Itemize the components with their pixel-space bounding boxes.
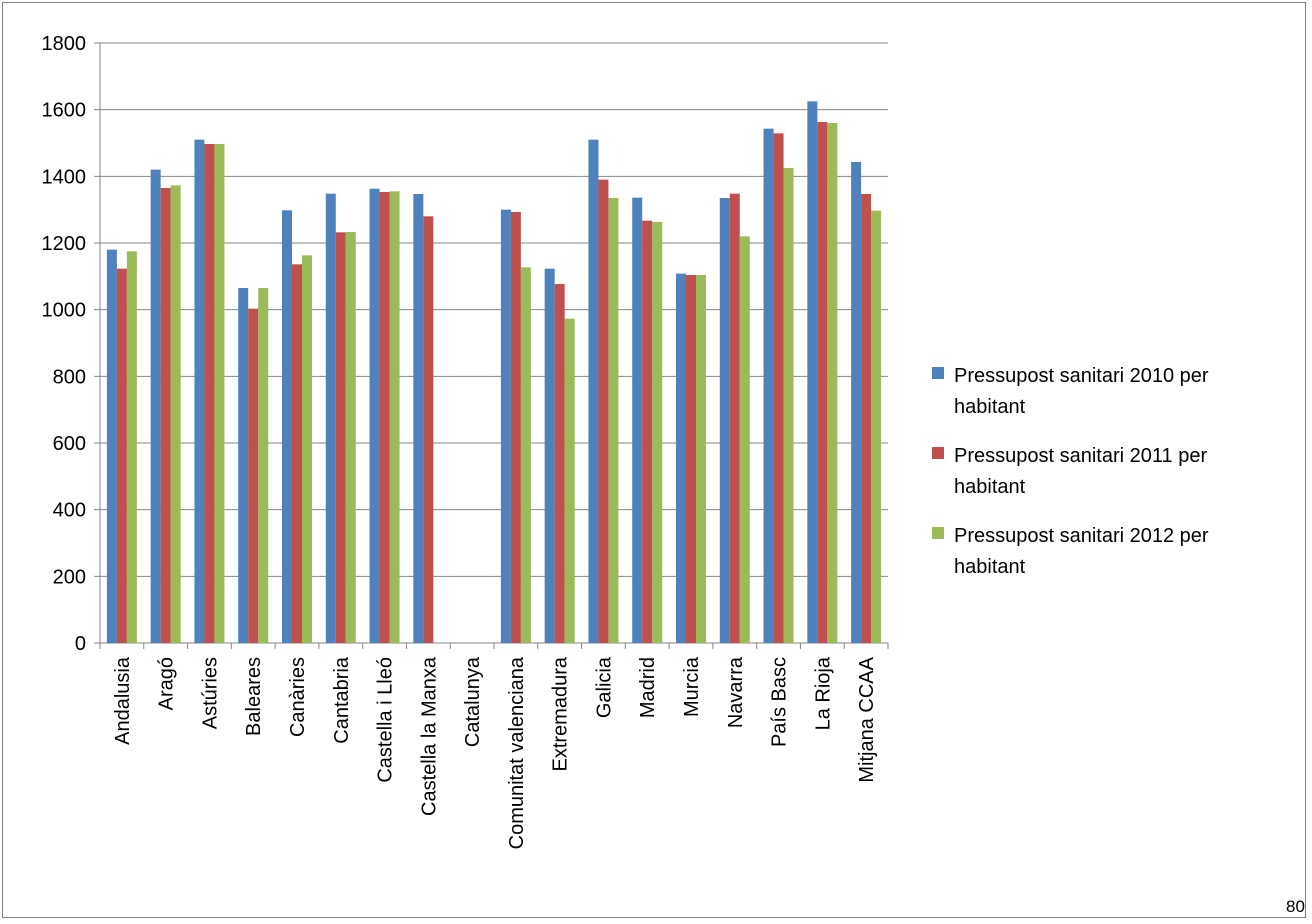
y-tick-label: 1800 [42, 33, 87, 55]
bar-3-11 [608, 198, 619, 643]
bar-1-6 [369, 188, 380, 643]
x-category-label: Catalunya [462, 656, 484, 747]
bar-3-14 [739, 236, 750, 644]
legend-swatch-3 [932, 527, 944, 539]
bar-3-13 [696, 275, 706, 643]
legend-label-3: Pressupost sanitari 2012 per [954, 525, 1209, 547]
x-category-label: La Rioja [812, 656, 834, 730]
bar-3-0 [126, 251, 137, 644]
bar-2-17 [861, 194, 872, 643]
x-category-label: País Basc [769, 657, 791, 747]
bar-1-5 [325, 193, 336, 643]
legend-label-1: habitant [954, 396, 1026, 418]
bar-2-15 [773, 133, 784, 644]
bar-1-4 [282, 210, 292, 644]
x-category-label: Navarra [725, 656, 747, 728]
bar-3-17 [871, 210, 882, 643]
bar-3-3 [258, 288, 269, 643]
y-tick-label: 1600 [42, 100, 87, 122]
bar-3-2 [214, 144, 225, 643]
x-category-label: Madrid [637, 657, 659, 718]
bar-2-14 [729, 193, 740, 643]
bar-2-7 [423, 216, 434, 644]
bar-3-16 [827, 123, 838, 643]
bar-2-0 [116, 268, 127, 643]
bar-2-3 [248, 308, 259, 643]
bar-2-6 [379, 192, 390, 643]
legend-label-2: Pressupost sanitari 2011 per [954, 445, 1207, 467]
x-category-label: Comunitat valenciana [506, 656, 528, 849]
bar-1-13 [676, 273, 686, 643]
x-category-label: Canàries [287, 657, 309, 737]
y-tick-label: 1200 [42, 233, 87, 255]
bar-3-12 [652, 222, 663, 643]
bar-2-4 [292, 264, 302, 643]
y-tick-label: 600 [53, 433, 86, 455]
bar-3-9 [520, 267, 531, 643]
bar-1-1 [150, 169, 161, 643]
bar-1-16 [807, 101, 818, 644]
y-tick-label: 200 [53, 566, 86, 588]
bar-2-11 [598, 179, 609, 643]
bar-2-1 [160, 188, 171, 643]
bar-2-5 [335, 232, 346, 644]
x-category-label: Murcia [681, 656, 703, 717]
y-tick-label: 1400 [42, 166, 87, 188]
x-category-label: Mitjana CCAA [856, 656, 878, 782]
legend-label-3: habitant [954, 556, 1026, 578]
legend-swatch-1 [932, 367, 944, 379]
bar-1-10 [544, 268, 555, 643]
y-tick-label: 1000 [42, 300, 87, 322]
bar-1-3 [238, 288, 249, 643]
bar-3-10 [564, 318, 575, 643]
legend-label-1: Pressupost sanitari 2010 per [954, 365, 1209, 387]
y-tick-label: 0 [75, 633, 86, 655]
x-category-label: Baleares [243, 657, 265, 736]
x-category-label: Cantabria [331, 656, 353, 744]
bar-2-9 [510, 212, 521, 643]
bar-2-16 [817, 122, 828, 643]
bar-2-12 [642, 220, 653, 643]
bar-2-2 [204, 144, 215, 643]
bar-2-10 [554, 284, 565, 643]
y-tick-label: 400 [53, 500, 86, 522]
bar-1-12 [632, 197, 643, 643]
bar-3-5 [345, 232, 356, 643]
bar-1-9 [500, 209, 511, 643]
x-category-label: Extremadura [550, 656, 572, 771]
bar-1-0 [106, 249, 117, 643]
x-category-label: Aragó [156, 657, 178, 710]
bar-3-15 [783, 168, 794, 643]
bar-3-6 [389, 191, 400, 644]
bar-1-11 [588, 139, 599, 643]
x-category-label: Castella la Manxa [418, 656, 440, 816]
bar-1-2 [194, 139, 205, 643]
bar-1-14 [719, 198, 730, 643]
legend-label-2: habitant [954, 476, 1026, 498]
bar-1-15 [763, 128, 774, 643]
x-category-label: Castella i Lleó [375, 657, 397, 783]
legend-swatch-2 [932, 447, 944, 459]
x-category-label: Astúries [199, 657, 221, 729]
bar-3-4 [302, 255, 312, 644]
bar-3-1 [170, 185, 181, 644]
bar-1-17 [851, 162, 862, 643]
bar-2-13 [686, 275, 696, 643]
bar-1-7 [413, 194, 424, 643]
y-tick-label: 800 [53, 366, 86, 388]
x-category-label: Galicia [593, 656, 615, 718]
x-category-label: Andalusia [112, 656, 134, 745]
page-number: 80 [1286, 897, 1305, 916]
